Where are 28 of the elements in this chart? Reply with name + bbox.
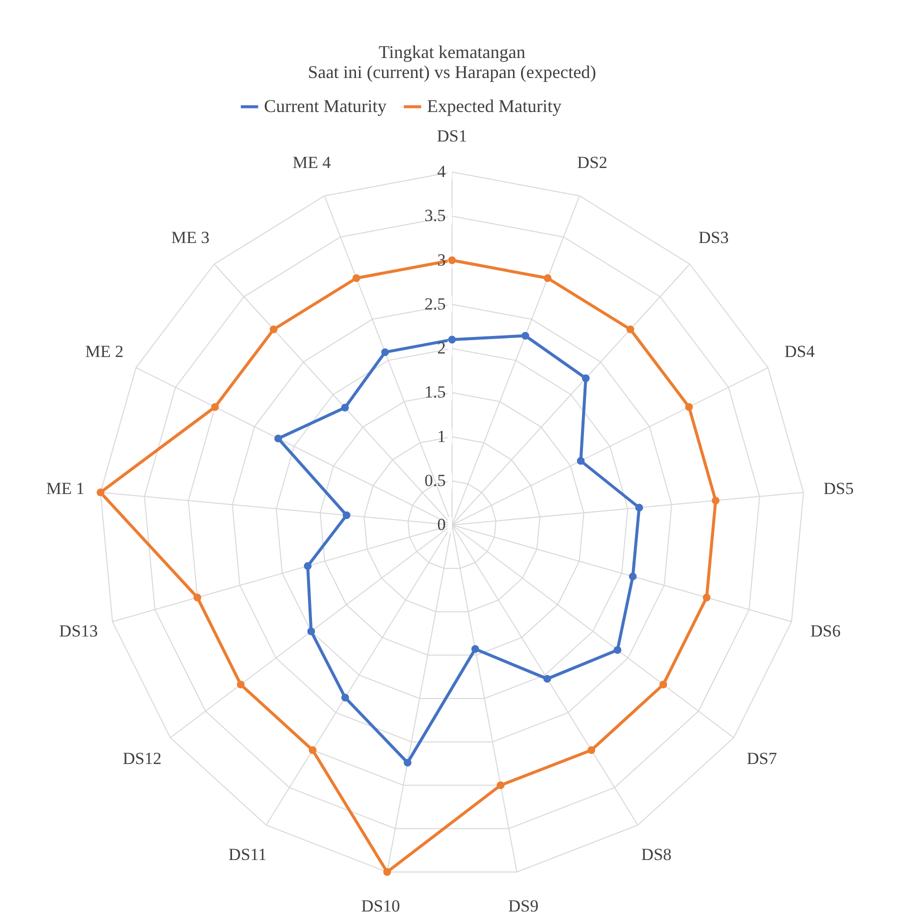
legend-label: Current Maturity (264, 96, 386, 116)
spoke-label: DS6 (810, 621, 841, 640)
legend-label: Expected Maturity (427, 96, 562, 116)
spoke-label: DS1 (436, 126, 468, 146)
spoke-label: DS9 (508, 896, 538, 916)
spoke-label: ME 2 (85, 342, 124, 361)
spoke-label: DS12 (122, 749, 162, 768)
spoke-label: DS4 (784, 342, 816, 361)
y-tick-label: 1 (437, 426, 446, 446)
y-tick-label: 1.5 (424, 382, 446, 402)
y-tick-label: 0.5 (424, 470, 446, 490)
y-tick-label: 4 (437, 162, 446, 181)
spoke-label: ME 1 (46, 479, 84, 498)
spoke-label: DS2 (577, 152, 608, 172)
y-tick-label: 3.5 (424, 206, 446, 226)
spoke-label: DS5 (824, 479, 854, 498)
spoke-label: DS3 (698, 228, 729, 248)
y-tick-label: 0 (437, 515, 446, 534)
spoke-label: DS8 (641, 845, 672, 864)
spoke-label: DS13 (59, 621, 98, 640)
chart-title: Tingkat kematangan Saat ini (current) vs Harapan (expected) (308, 42, 596, 82)
spoke-label: DS11 (228, 845, 267, 864)
spoke-label: ME 4 (292, 152, 332, 172)
spoke-label: DS7 (746, 749, 778, 768)
y-tick-label: 2.5 (424, 294, 446, 314)
y-tick-label: 2 (437, 338, 446, 358)
spoke-label: DS10 (361, 896, 400, 916)
spoke-label: ME 3 (171, 228, 210, 248)
